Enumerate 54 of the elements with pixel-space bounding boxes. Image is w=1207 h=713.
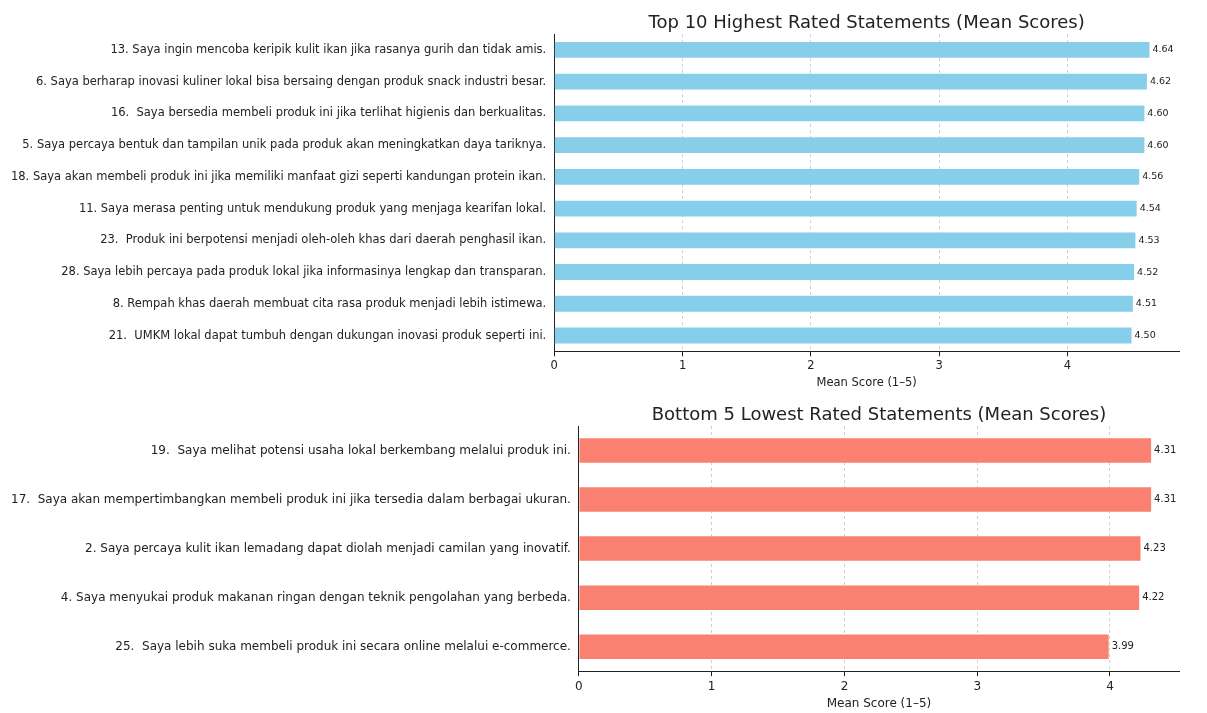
y-tick-label: 11. Saya merasa penting untuk mendukung produk yang menjaga kearifan lokal.	[78, 200, 547, 215]
x-tick-label: 2	[840, 678, 849, 693]
data-label: 4.56	[1142, 170, 1164, 182]
bar	[554, 232, 1136, 249]
x-tick-label: 3	[935, 358, 943, 373]
data-label: 4.62	[1149, 75, 1172, 87]
y-tick-label: 19. Saya melihat potensi usaha lokal berkembang melalui produk ini.	[150, 442, 571, 457]
y-tick-label: 13. Saya ingin mencoba keripik kulit ikan jika rasanya gurih dan tidak amis.	[110, 41, 547, 56]
x-axis-title: Mean Score (1–5)	[826, 695, 932, 710]
data-label: 3.99	[1111, 640, 1134, 652]
data-label: 4.22	[1142, 591, 1165, 603]
x-axis-title: Mean Score (1–5)	[816, 375, 917, 390]
x-tick-label: 4	[1106, 678, 1114, 693]
x-tick-label: 0	[575, 678, 583, 693]
data-label: 4.53	[1138, 233, 1160, 245]
x-tick-label: 1	[678, 358, 687, 373]
data-label: 4.31	[1154, 444, 1177, 456]
y-tick-label: 28. Saya lebih percaya pada produk lokal jika informasinya lengkap dan transparan.	[61, 264, 547, 279]
y-tick-label: 17. Saya akan mempertimbangkan membeli produk ini jika tersedia dalam berbagai ukuran.	[10, 491, 571, 506]
x-tick-label: 4	[1063, 358, 1072, 373]
y-tick-label: 5. Saya percaya bentuk dan tampilan unik pada produk akan meningkatkan daya tariknya.	[22, 137, 547, 152]
bar	[554, 168, 1140, 185]
y-tick-label: 21. UMKM lokal dapat tumbuh dengan dukungan inovasi produk seperti ini.	[108, 327, 547, 342]
bar	[554, 73, 1147, 90]
data-label: 4.64	[1152, 43, 1174, 55]
bar	[554, 295, 1133, 312]
data-label: 4.50	[1134, 329, 1156, 340]
y-tick-label: 2. Saya percaya kulit ikan lemadang dapat diolah menjadi camilan yang inovatif.	[85, 540, 571, 555]
chart-title: Top 10 Highest Rated Statements (Mean Scores)	[647, 10, 1085, 32]
x-tick-label: 2	[807, 358, 815, 373]
bar	[554, 200, 1137, 217]
data-label: 4.54	[1139, 202, 1161, 214]
y-tick-label: 8. Rempah khas daerah membuat cita rasa produk menjadi lebih istimewa.	[112, 295, 547, 310]
data-label: 4.51	[1135, 297, 1157, 309]
bar	[554, 105, 1145, 122]
y-tick-label: 6. Saya berharap inovasi kuliner lokal bisa bersaing dengan produk snack industri besar.	[35, 73, 547, 88]
x-tick-label: 1	[707, 678, 716, 693]
bar	[554, 327, 1132, 344]
data-label: 4.23	[1143, 542, 1166, 554]
y-tick-label: 25. Saya lebih suka membeli produk ini secara online melalui e-commerce.	[115, 638, 571, 653]
data-label: 4.52	[1137, 265, 1159, 277]
x-tick-label: 0	[550, 358, 558, 373]
data-label: 4.31	[1154, 493, 1177, 505]
data-label: 4.60	[1147, 106, 1169, 118]
bar	[554, 41, 1150, 58]
y-tick-label: 23. Produk ini berpotensi menjadi oleh-oleh khas dari daerah penghasil ikan.	[100, 232, 547, 247]
bar	[554, 264, 1135, 280]
data-label: 4.60	[1147, 138, 1169, 150]
x-tick-label: 3	[973, 678, 982, 693]
y-tick-label: 16. Saya bersedia membeli produk ini jika terlihat higienis dan berkualitas.	[110, 105, 547, 120]
y-tick-label: 4. Saya menyukai produk makanan ringan dengan teknik pengolahan yang berbeda.	[60, 589, 571, 604]
bar	[554, 137, 1145, 154]
y-tick-label: 18. Saya akan membeli produk ini jika memiliki manfaat gizi seperti kandungan protein ikan.	[10, 168, 547, 183]
chart-title: Bottom 5 Lowest Rated Statements (Mean Scores)	[651, 402, 1107, 424]
